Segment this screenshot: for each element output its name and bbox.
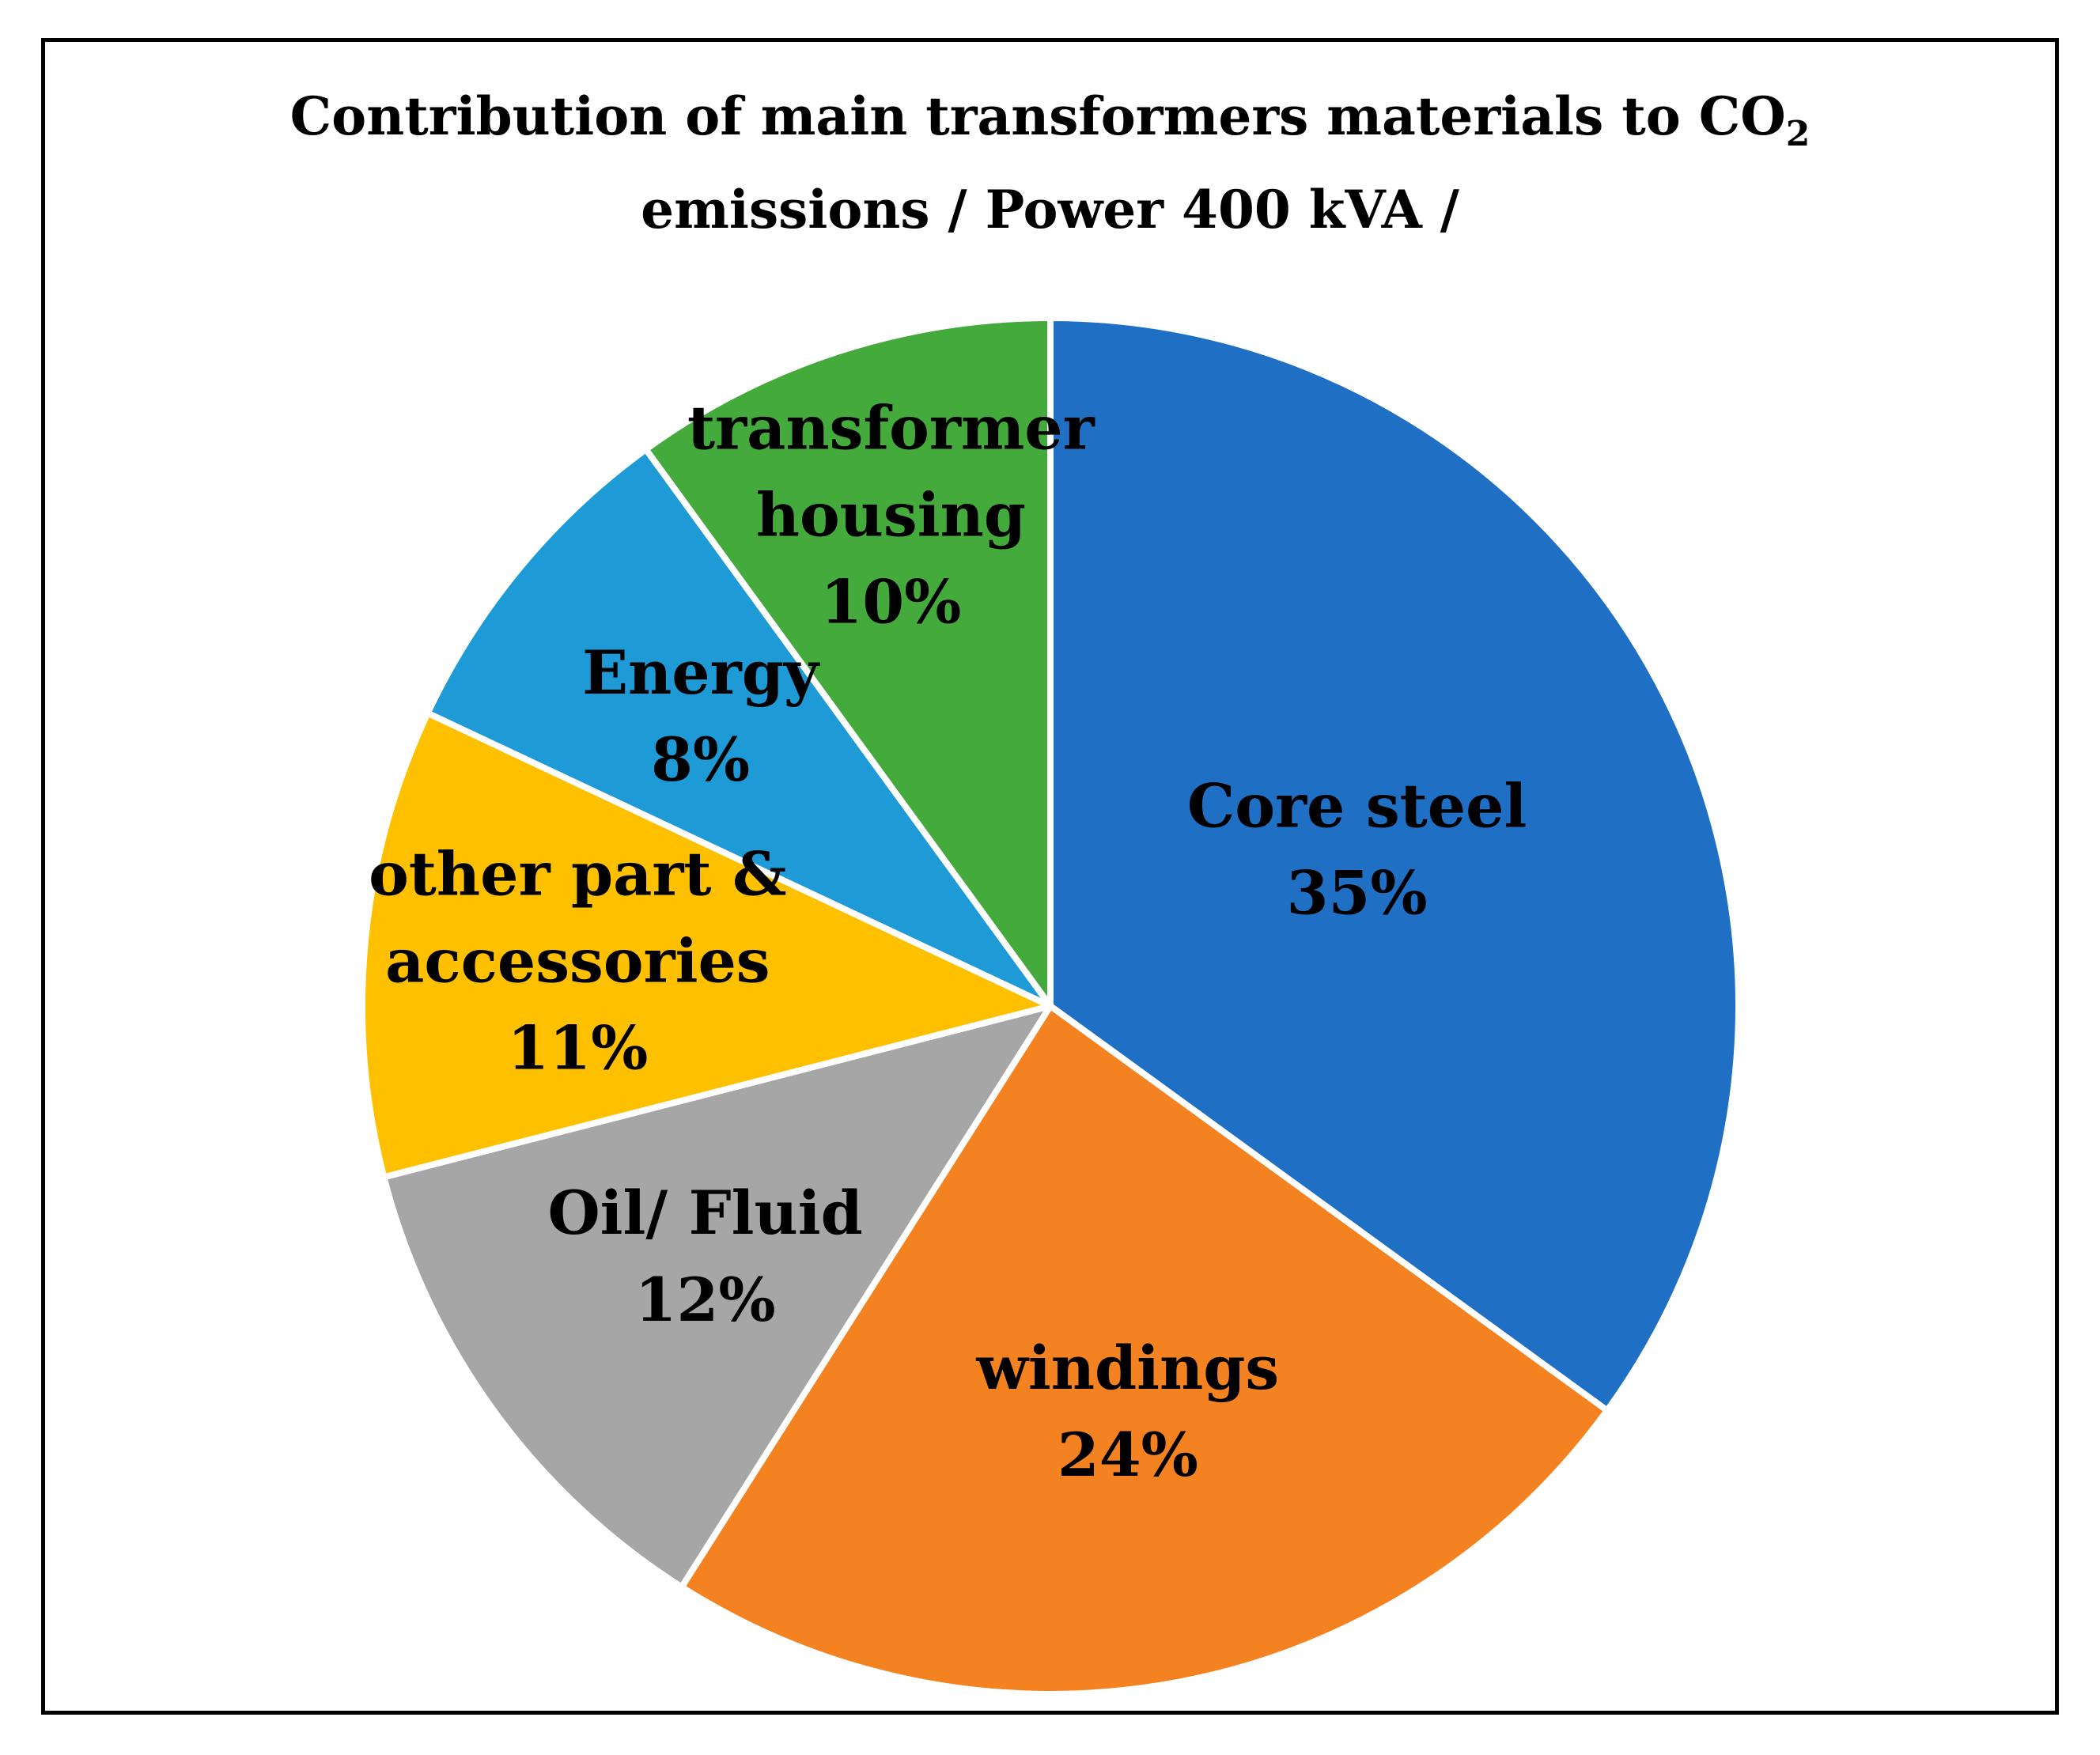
pie-slice-percent: 24%	[1058, 1420, 1198, 1490]
pie-slice-name: transformer	[687, 392, 1095, 463]
pie-slice-label-5: Energy 8%	[582, 637, 820, 795]
pie-slices	[359, 315, 1742, 1697]
pie-slice-other-part-accessories	[359, 709, 1054, 1181]
pie-slice-percent: 12%	[635, 1265, 776, 1335]
chart-title-text: Contribution of main transformers materi…	[289, 85, 1786, 147]
pie-slice-name: windings	[975, 1333, 1279, 1403]
pie-slice-name: Energy	[582, 637, 820, 708]
pie-slice-label-1: Core steel 35%	[1187, 771, 1527, 929]
pie-slice-label-4: other part & accessories 11%	[369, 839, 787, 1084]
pie-slice-transformer-housing	[642, 315, 1054, 1009]
pie-slice-percent: 35%	[1287, 858, 1428, 929]
pie-slice-percent: 8%	[651, 724, 750, 795]
pie-slice-name: accessories	[385, 926, 770, 997]
pie-slice-name: Oil/ Fluid	[547, 1178, 862, 1248]
chart-title-line-2: emissions / Power 400 kVA /	[641, 179, 1459, 240]
pie-slice-name: Core steel	[1187, 771, 1527, 842]
pie-slice-percent: 11%	[507, 1013, 648, 1084]
pie-slice-windings	[678, 1003, 1610, 1697]
chart-title: Contribution of main transformers materi…	[0, 70, 2100, 256]
chart-title-subscript: 2	[1785, 114, 1811, 154]
pie-slice-label-6: transformer housing 10%	[687, 392, 1095, 637]
pie-slice-energy	[424, 446, 1054, 1009]
chart-title-line-1: Contribution of main transformers materi…	[0, 70, 2100, 163]
pie-slice-name: other part &	[369, 839, 787, 910]
pie-labels: Core steel 35% windings 24% Oil/ Fluid 12% oth…	[369, 392, 1527, 1489]
pie-slice-percent: 10%	[820, 566, 961, 637]
pie-slice-label-3: Oil/ Fluid 12%	[547, 1178, 862, 1335]
pie-slice-oil-fluid	[380, 1003, 1054, 1590]
pie-slice-label-2: windings 24%	[975, 1333, 1279, 1490]
pie-slice-core-steel	[1047, 315, 1742, 1414]
pie-slice-name: housing	[756, 479, 1026, 550]
